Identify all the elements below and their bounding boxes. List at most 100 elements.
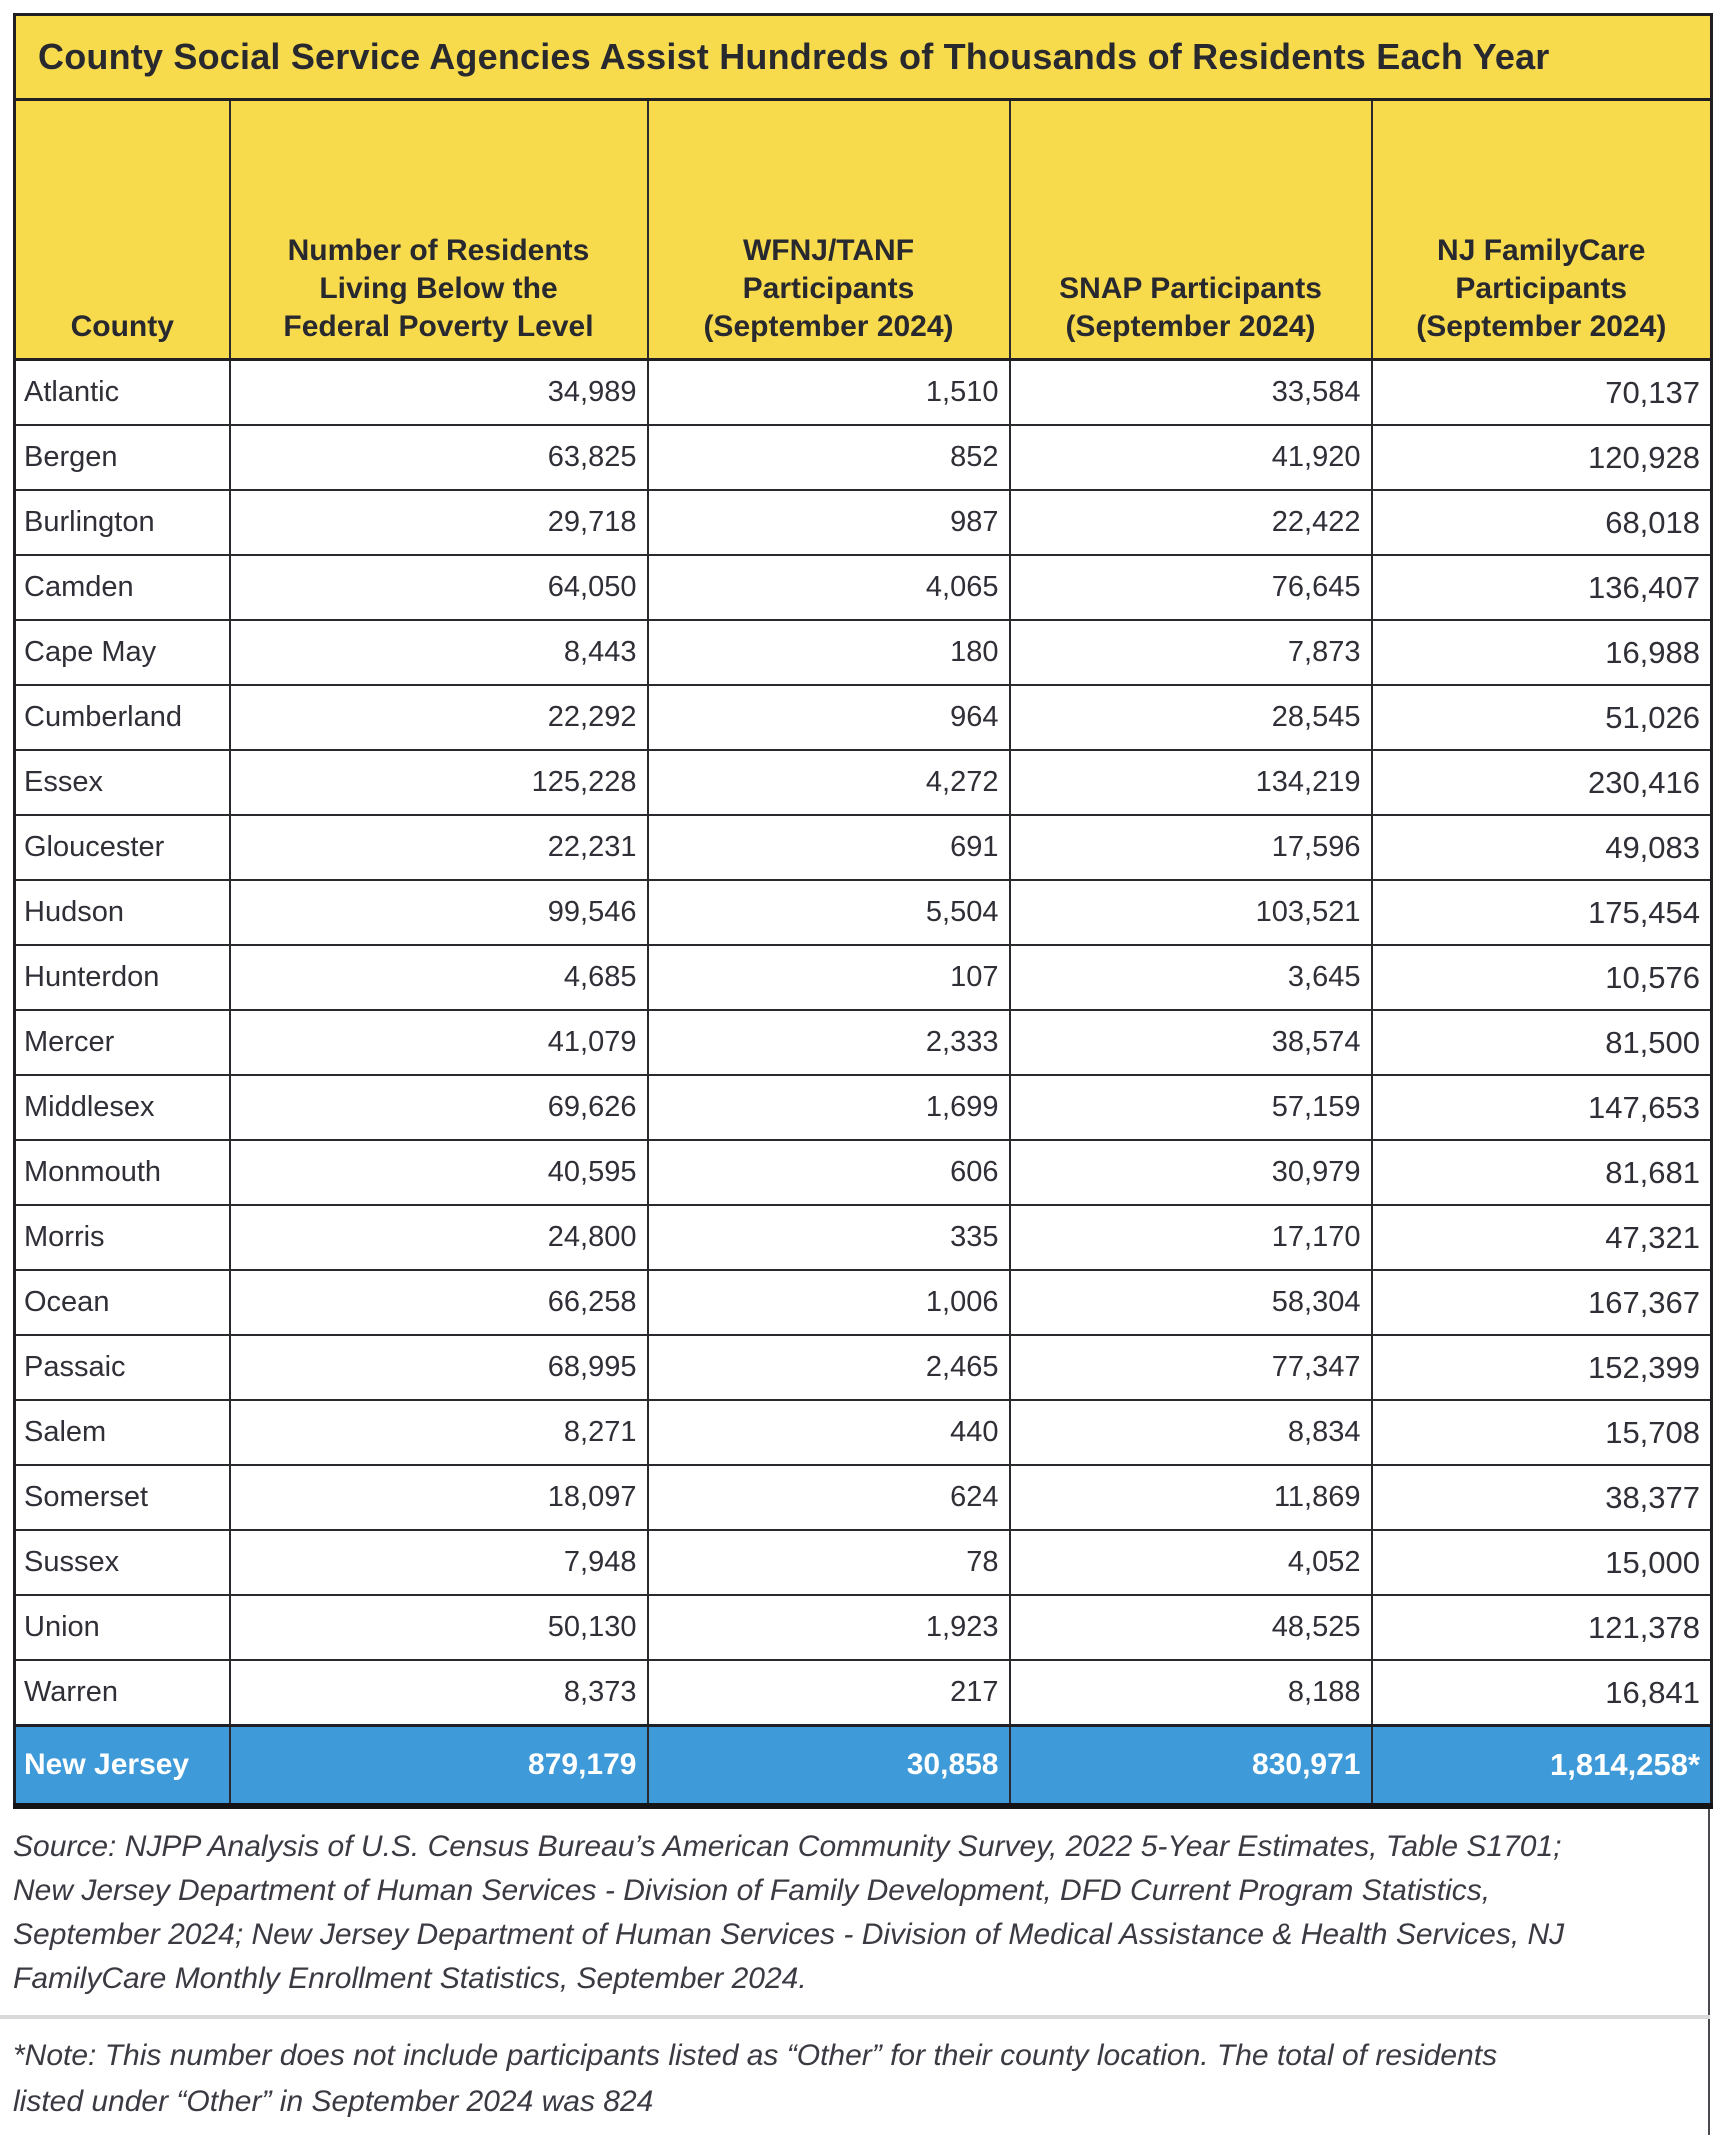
header-row: County Number of Residents Living Below … <box>13 98 1713 361</box>
column-header-wfnj-tanf: WFNJ/TANF Participants (September 2024) <box>646 98 1011 361</box>
table-row: Warren 8,373 217 8,188 16,841 <box>13 1659 1713 1727</box>
poverty-cell: 8,443 <box>228 619 649 686</box>
snap-cell: 4,052 <box>1008 1529 1373 1596</box>
familycare-cell: 38,377 <box>1370 1464 1713 1531</box>
table-row: Sussex 7,948 78 4,052 15,000 <box>13 1529 1713 1596</box>
poverty-cell: 22,292 <box>228 684 649 751</box>
familycare-cell: 81,681 <box>1370 1139 1713 1206</box>
table-row: Hunterdon 4,685 107 3,645 10,576 <box>13 944 1713 1011</box>
familycare-cell: 147,653 <box>1370 1074 1713 1141</box>
total-snap-cell: 830,971 <box>1008 1724 1373 1809</box>
snap-cell: 22,422 <box>1008 489 1373 556</box>
wfnj-cell: 1,510 <box>646 358 1011 426</box>
poverty-cell: 8,373 <box>228 1659 649 1727</box>
table-row: Somerset 18,097 624 11,869 38,377 <box>13 1464 1713 1531</box>
county-cell: Hudson <box>13 879 231 946</box>
total-county-cell: New Jersey <box>13 1724 231 1809</box>
table-body: Atlantic 34,989 1,510 33,584 70,137 Berg… <box>13 358 1713 1727</box>
poverty-cell: 24,800 <box>228 1204 649 1271</box>
familycare-cell: 16,988 <box>1370 619 1713 686</box>
familycare-cell: 136,407 <box>1370 554 1713 621</box>
source-text: Source: NJPP Analysis of U.S. Census Bur… <box>13 1830 1565 1995</box>
familycare-cell: 10,576 <box>1370 944 1713 1011</box>
wfnj-cell: 987 <box>646 489 1011 556</box>
poverty-cell: 22,231 <box>228 814 649 881</box>
title-row: County Social Service Agencies Assist Hu… <box>14 14 1712 101</box>
county-cell: Cape May <box>13 619 231 686</box>
table-row: Mercer 41,079 2,333 38,574 81,500 <box>13 1009 1713 1076</box>
poverty-cell: 40,595 <box>228 1139 649 1206</box>
snap-cell: 17,170 <box>1008 1204 1373 1271</box>
table-row: Gloucester 22,231 691 17,596 49,083 <box>13 814 1713 881</box>
county-cell: Hunterdon <box>13 944 231 1011</box>
total-familycare-cell: 1,814,258* <box>1370 1724 1713 1809</box>
snap-cell: 3,645 <box>1008 944 1373 1011</box>
total-wfnj-cell: 30,858 <box>646 1724 1011 1809</box>
familycare-cell: 70,137 <box>1370 358 1713 426</box>
poverty-cell: 29,718 <box>228 489 649 556</box>
snap-cell: 38,574 <box>1008 1009 1373 1076</box>
poverty-cell: 125,228 <box>228 749 649 816</box>
snap-cell: 33,584 <box>1008 358 1373 426</box>
county-cell: Middlesex <box>13 1074 231 1141</box>
wfnj-cell: 2,465 <box>646 1334 1011 1401</box>
familycare-cell: 15,000 <box>1370 1529 1713 1596</box>
table-row: Bergen 63,825 852 41,920 120,928 <box>13 424 1713 491</box>
table-title: County Social Service Agencies Assist Hu… <box>14 14 1712 101</box>
table-row: Passaic 68,995 2,465 77,347 152,399 <box>13 1334 1713 1401</box>
snap-cell: 28,545 <box>1008 684 1373 751</box>
familycare-cell: 121,378 <box>1370 1594 1713 1661</box>
wfnj-cell: 1,923 <box>646 1594 1011 1661</box>
table-row: Union 50,130 1,923 48,525 121,378 <box>13 1594 1713 1661</box>
poverty-cell: 4,685 <box>228 944 649 1011</box>
table-row: Camden 64,050 4,065 76,645 136,407 <box>13 554 1713 621</box>
familycare-cell: 51,026 <box>1370 684 1713 751</box>
familycare-cell: 230,416 <box>1370 749 1713 816</box>
snap-cell: 30,979 <box>1008 1139 1373 1206</box>
wfnj-cell: 4,272 <box>646 749 1011 816</box>
county-cell: Ocean <box>13 1269 231 1336</box>
table-row: Hudson 99,546 5,504 103,521 175,454 <box>13 879 1713 946</box>
county-cell: Somerset <box>13 1464 231 1531</box>
snap-cell: 8,188 <box>1008 1659 1373 1727</box>
snap-cell: 41,920 <box>1008 424 1373 491</box>
familycare-cell: 167,367 <box>1370 1269 1713 1336</box>
poverty-cell: 34,989 <box>228 358 649 426</box>
wfnj-cell: 606 <box>646 1139 1011 1206</box>
county-cell: Sussex <box>13 1529 231 1596</box>
county-cell: Bergen <box>13 424 231 491</box>
note-text: *Note: This number does not include part… <box>13 2039 1498 2118</box>
total-row: New Jersey 879,179 30,858 830,971 1,814,… <box>13 1724 1713 1809</box>
table-row: Essex 125,228 4,272 134,219 230,416 <box>13 749 1713 816</box>
wfnj-cell: 624 <box>646 1464 1011 1531</box>
wfnj-cell: 1,006 <box>646 1269 1011 1336</box>
familycare-cell: 81,500 <box>1370 1009 1713 1076</box>
wfnj-cell: 107 <box>646 944 1011 1011</box>
wfnj-cell: 4,065 <box>646 554 1011 621</box>
snap-cell: 103,521 <box>1008 879 1373 946</box>
column-header-poverty: Number of Residents Living Below the Fed… <box>228 98 649 361</box>
snap-cell: 134,219 <box>1008 749 1373 816</box>
poverty-cell: 41,079 <box>228 1009 649 1076</box>
county-cell: Union <box>13 1594 231 1661</box>
poverty-cell: 7,948 <box>228 1529 649 1596</box>
poverty-cell: 69,626 <box>228 1074 649 1141</box>
familycare-cell: 68,018 <box>1370 489 1713 556</box>
poverty-cell: 8,271 <box>228 1399 649 1466</box>
table-row: Ocean 66,258 1,006 58,304 167,367 <box>13 1269 1713 1336</box>
familycare-cell: 175,454 <box>1370 879 1713 946</box>
table-row: Atlantic 34,989 1,510 33,584 70,137 <box>13 358 1713 426</box>
wfnj-cell: 217 <box>646 1659 1011 1727</box>
wfnj-cell: 5,504 <box>646 879 1011 946</box>
wfnj-cell: 964 <box>646 684 1011 751</box>
snap-cell: 11,869 <box>1008 1464 1373 1531</box>
table-row: Cumberland 22,292 964 28,545 51,026 <box>13 684 1713 751</box>
snap-cell: 57,159 <box>1008 1074 1373 1141</box>
wfnj-cell: 852 <box>646 424 1011 491</box>
county-cell: Burlington <box>13 489 231 556</box>
wfnj-cell: 691 <box>646 814 1011 881</box>
notes-divider <box>0 2015 1710 2019</box>
county-cell: Passaic <box>13 1334 231 1401</box>
poverty-cell: 99,546 <box>228 879 649 946</box>
